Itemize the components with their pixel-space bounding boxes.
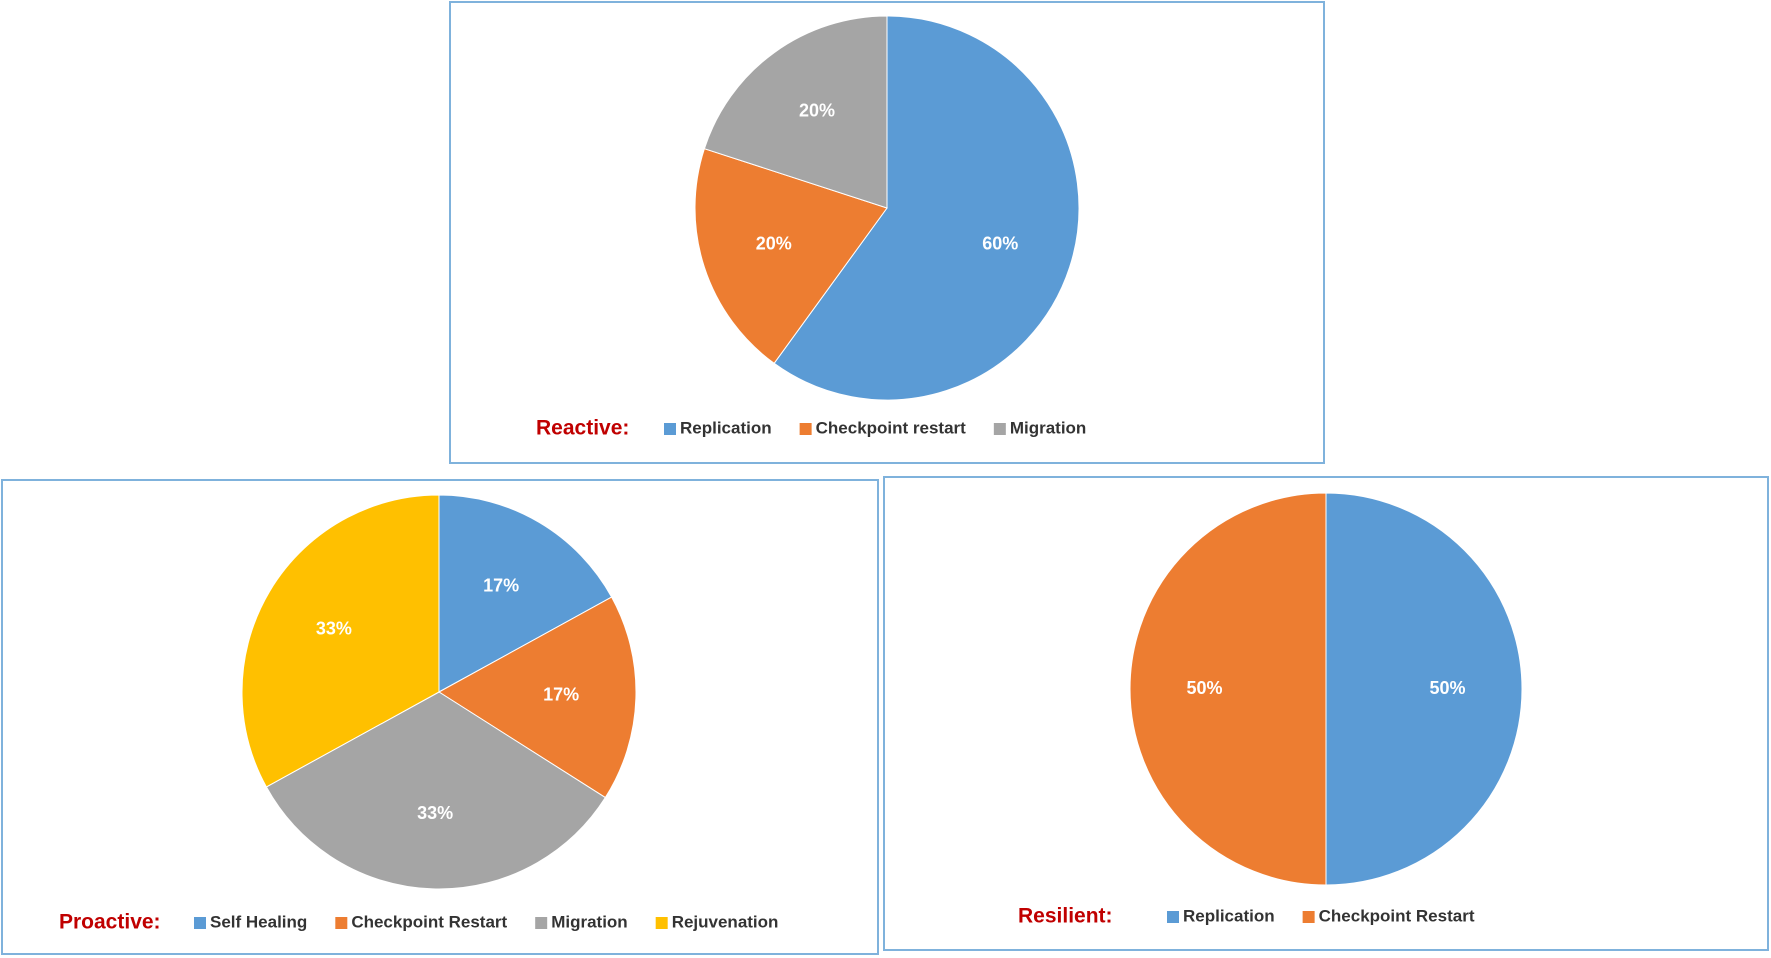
legend-label: Self Healing (210, 912, 307, 931)
legend-swatch (194, 917, 206, 929)
pie-slice (241, 494, 440, 788)
legend-label: Rejuvenation (672, 912, 779, 931)
legend-title: Resilient: (1018, 905, 1113, 928)
pie-slice (1325, 492, 1523, 886)
legend-swatch (1302, 911, 1315, 923)
pie-slice (438, 494, 613, 693)
pie-slice (438, 596, 637, 799)
legend-swatch (655, 917, 668, 929)
data-label: 20% (756, 234, 792, 254)
legend-label: Checkpoint Restart (351, 912, 507, 931)
pie-slice (265, 691, 607, 890)
pie-slice (1129, 492, 1327, 886)
data-label: 50% (1430, 678, 1466, 698)
legend-label: Checkpoint Restart (1319, 906, 1475, 925)
legend-swatch (1167, 911, 1179, 923)
data-label: 50% (1186, 678, 1222, 698)
legend-label: Replication (680, 418, 772, 437)
data-label: 60% (982, 234, 1018, 254)
data-label: 17% (543, 685, 579, 705)
legend-swatch (799, 423, 812, 435)
legend-label: Replication (1183, 906, 1275, 925)
data-label: 17% (483, 576, 519, 596)
data-label: 20% (799, 100, 835, 120)
legend-label: Migration (551, 912, 628, 931)
legend-label: Checkpoint restart (816, 418, 967, 437)
legend-label: Migration (1010, 418, 1087, 437)
legend-title: Proactive: (59, 911, 161, 934)
legend-swatch (535, 917, 548, 929)
data-label: 33% (417, 803, 453, 823)
legend-title: Reactive: (536, 417, 629, 440)
legend-swatch (335, 917, 348, 929)
legend-swatch (664, 423, 676, 435)
legend-swatch (993, 423, 1006, 435)
pie-slice (703, 15, 888, 209)
data-label: 33% (316, 619, 352, 639)
pie-slice (773, 15, 1080, 401)
pie-slice (694, 148, 888, 365)
